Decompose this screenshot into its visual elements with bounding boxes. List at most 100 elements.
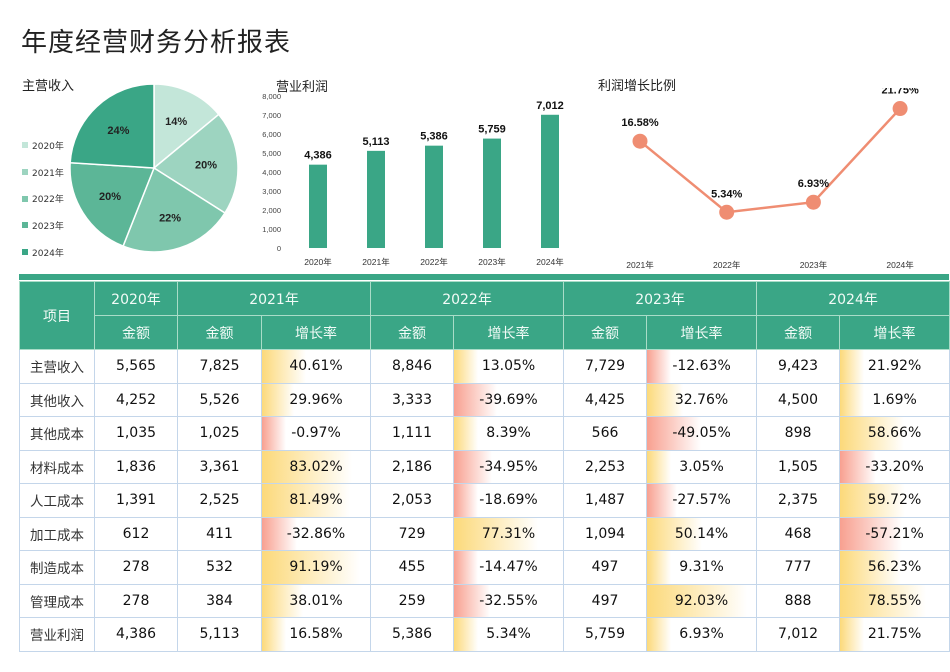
header-rate: 增长率 [260,315,372,350]
legend-swatch [22,142,28,149]
rate-cell: 16.58% [260,617,372,652]
amount-cell: 5,526 [177,382,262,417]
legend-label: 2022年 [32,195,64,206]
rate-cell: -39.69% [453,382,565,417]
rate-cell: -33.20% [839,449,950,484]
amount-cell: 1,391 [94,483,178,518]
rate-value: 3.05% [679,458,724,475]
header-amount: 金额 [94,315,178,350]
finance-table: 项目 2020年 2021年 2022年 2023年 2024年 金额 金额 增… [19,281,950,652]
line-chart: 16.58% 2021年 5.34% 2022年 6.93% 2023年 21.75% 202… [621,88,919,270]
amount-cell: 278 [94,583,178,618]
x-tick-label: 2022年 [713,260,741,270]
y-tick-label: 4,000 [262,168,281,177]
header-rate: 增长率 [839,315,950,350]
amount-cell: 9,423 [756,349,841,384]
rate-cell: 32.76% [646,382,758,417]
row-label: 人工成本 [19,483,95,518]
row-label: 材料成本 [19,449,95,484]
amount-cell: 729 [370,516,455,551]
rate-cell: -27.57% [646,483,758,518]
amount-cell: 2,253 [563,449,648,484]
x-tick-label: 2023年 [800,260,828,270]
rate-value: 78.55% [867,592,922,609]
rate-data-bar [262,484,351,517]
amount-cell: 411 [177,516,262,551]
table-row: 加工成本 612 411 -32.86% 729 77.31% 1,094 50.14% 468… [19,516,950,551]
rate-value: 8.39% [486,425,531,442]
rate-data-bar [840,551,902,584]
table-row: 制造成本 278 532 91.19% 455 -14.47% 497 9.31% 777 56.… [19,550,950,585]
rate-data-bar [647,350,671,383]
amount-cell: 532 [177,550,262,585]
rate-cell: -32.55% [453,583,565,618]
rate-value: -0.97% [291,425,341,442]
legend-label: 2021年 [32,168,64,179]
y-tick-label: 8,000 [262,92,281,101]
rate-data-bar [262,584,304,617]
table-row: 管理成本 278 384 38.01% 259 -32.55% 497 92.03% 888 78… [19,583,950,618]
rate-value: 40.61% [289,358,343,375]
pie-label: 20% [99,191,121,203]
pie-chart: 14% 20% 22% 20% 24% [69,83,239,253]
rate-value: 81.49% [289,492,343,509]
header-amount: 金额 [563,315,648,350]
pie-label: 24% [107,125,129,137]
amount-cell: 4,500 [756,382,841,417]
header-year-2022: 2022年 [370,281,565,316]
amount-cell: 5,113 [177,617,262,652]
pie-label: 20% [195,160,217,172]
bar-chart: 0 1,000 2,000 3,000 4,000 5,000 6,000 7,000 8,00… [262,92,564,267]
rate-cell: 3.05% [646,449,758,484]
y-tick-label: 2,000 [262,206,281,215]
rate-cell: -12.63% [646,349,758,384]
header-year-2021: 2021年 [176,281,372,316]
rate-value: 29.96% [289,391,343,408]
rate-value: 92.03% [674,592,729,609]
y-tick-label: 0 [277,244,281,253]
y-tick-label: 5,000 [262,149,281,158]
rate-cell: 13.05% [453,349,565,384]
page-title: 年度经营财务分析报表 [21,28,292,58]
header-year-2020: 2020年 [94,281,178,316]
table-row: 人工成本 1,391 2,525 81.49% 2,053 -18.69% 1,487 -27… [19,483,950,518]
amount-cell: 2,186 [370,449,455,484]
amount-cell: 2,375 [756,483,841,518]
x-tick-label: 2021年 [626,260,654,270]
rate-data-bar [647,618,671,651]
rate-cell: -49.05% [646,416,758,451]
amount-cell: 5,565 [94,349,178,384]
rate-data-bar [647,450,671,483]
amount-cell: 2,053 [370,483,455,518]
rate-data-bar [262,350,306,383]
rate-data-bar [454,450,493,483]
rate-value: 58.66% [867,425,922,442]
legend-label: 2023年 [32,221,64,232]
line-point [719,204,735,220]
rate-value: 13.05% [481,358,536,375]
rate-data-bar [454,584,490,617]
rate-data-bar [840,618,865,651]
amount-cell: 278 [94,550,178,585]
amount-cell: 7,729 [563,349,648,384]
rate-data-bar [840,350,865,383]
rate-cell: 8.39% [453,416,565,451]
legend-swatch [22,195,28,202]
rate-data-bar [454,417,478,450]
amount-cell: 468 [756,516,841,551]
bar [541,114,559,248]
legend-item: 2020年 [22,132,64,159]
rate-cell: 78.55% [839,583,950,618]
rate-cell: -14.47% [453,550,565,585]
header-rate: 增长率 [646,315,758,350]
amount-cell: 1,487 [563,483,648,518]
rate-value: 50.14% [674,525,729,542]
legend-item: 2021年 [22,159,64,186]
x-tick-label: 2023年 [478,257,506,267]
bar [367,150,385,248]
rate-value: 6.93% [679,626,724,643]
rate-data-bar [262,517,298,550]
bar-chart-title: 营业利润 [276,79,329,94]
line-value-label: 5.34% [711,188,742,200]
rate-data-bar [454,350,478,383]
